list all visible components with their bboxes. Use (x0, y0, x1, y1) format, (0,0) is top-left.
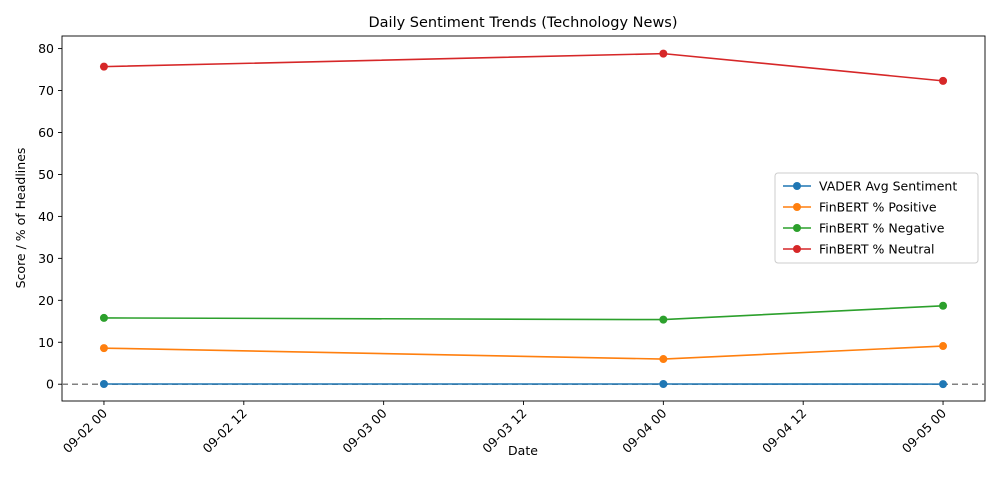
data-point (659, 315, 668, 324)
legend-label: VADER Avg Sentiment (819, 179, 957, 194)
series-line-3 (103, 304, 944, 321)
legend-swatch-marker (793, 224, 801, 232)
x-tick-label: 09-02 12 (200, 406, 250, 456)
y-tick-label: 60 (38, 125, 54, 140)
chart-legend: VADER Avg Sentiment FinBERT % Positive Fin… (774, 172, 979, 264)
y-tick-label: 40 (38, 209, 54, 224)
series-line-2 (103, 345, 944, 360)
x-tick-label: 09-02 00 (60, 405, 110, 455)
data-point (939, 342, 948, 351)
data-point (659, 380, 668, 389)
y-tick-label: 80 (38, 41, 54, 56)
data-point (659, 49, 668, 58)
legend-label: FinBERT % Neutral (819, 242, 935, 257)
data-point (659, 355, 668, 364)
data-point (939, 301, 948, 310)
y-tick-label: 0 (46, 377, 54, 392)
y-tick-label: 20 (38, 293, 54, 308)
legend-box (774, 172, 979, 264)
data-point (99, 380, 108, 389)
y-tick-label: 30 (38, 251, 54, 266)
x-tick-label: 09-04 00 (619, 405, 669, 455)
y-tick-label: 10 (38, 335, 54, 350)
series-line-4 (103, 52, 944, 82)
legend-swatch-marker (793, 203, 801, 211)
x-tick-label: 09-03 00 (339, 405, 389, 455)
legend-swatch-marker (793, 245, 801, 253)
x-tick-label: 09-05 00 (899, 405, 949, 455)
legend-label: FinBERT % Negative (819, 221, 945, 236)
chart-title: Daily Sentiment Trends (Technology News) (368, 15, 677, 31)
y-tick-label: 70 (38, 83, 54, 98)
data-point (99, 344, 108, 353)
data-point (939, 380, 948, 389)
x-tick-label: 09-04 12 (759, 406, 809, 456)
y-tick-label: 50 (38, 167, 54, 182)
legend-swatch-marker (793, 182, 801, 190)
x-axis-label: Date (508, 443, 538, 458)
legend-label: FinBERT % Positive (819, 200, 937, 215)
y-axis-label: Score / % of Headlines (13, 148, 28, 289)
data-point (939, 76, 948, 85)
data-point (99, 62, 108, 71)
data-point (99, 313, 108, 322)
